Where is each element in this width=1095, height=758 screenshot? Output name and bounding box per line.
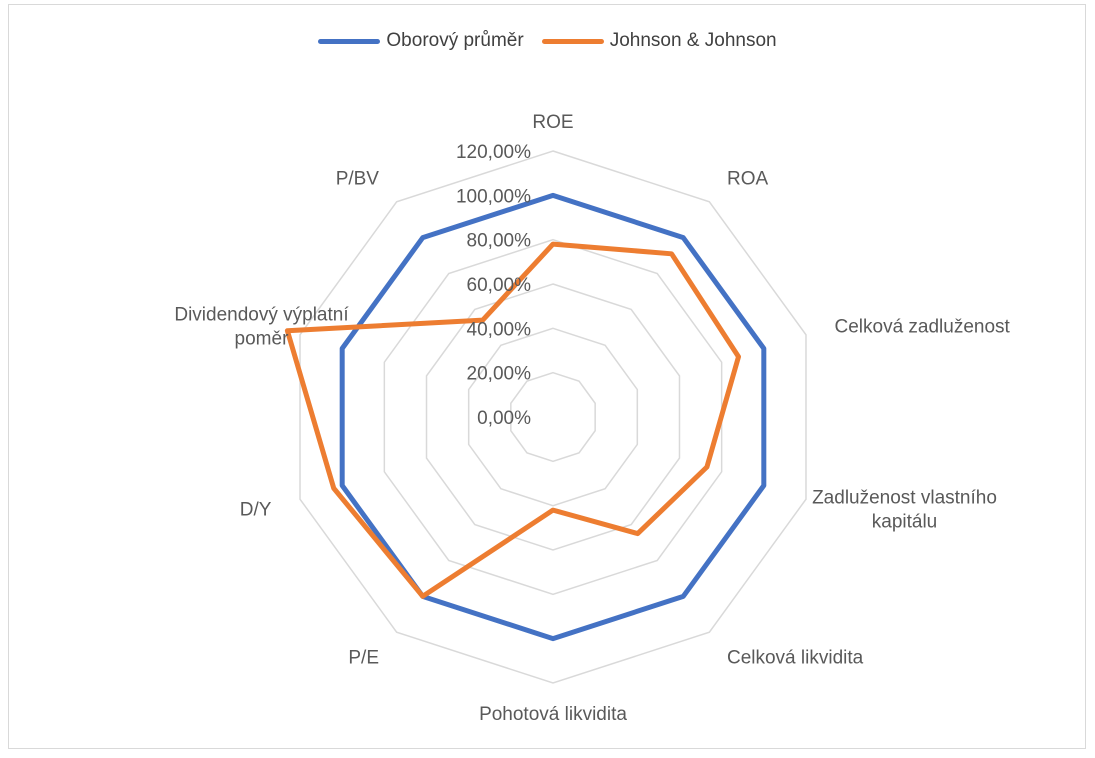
series-line-1 [284, 241, 742, 599]
series-line-0 [339, 192, 767, 642]
tick-label: 120,00% [456, 142, 531, 163]
legend-item-johnson: Johnson & Johnson [541, 30, 777, 52]
tick-label: 0,00% [477, 408, 531, 429]
tick-label: 80,00% [467, 231, 532, 252]
grid-ring [467, 327, 639, 507]
category-label: Zadluženost vlastního kapitálu [812, 487, 997, 532]
grid-ring [425, 283, 681, 551]
category-label: ROA [727, 169, 769, 190]
category-label: P/BV [336, 169, 380, 190]
legend: Oborový průměr Johnson & Johnson [0, 30, 1095, 52]
tick-label: 60,00% [467, 275, 532, 296]
tick-label: 100,00% [456, 186, 531, 207]
legend-label: Johnson & Johnson [609, 30, 777, 51]
tick-label: 20,00% [467, 364, 532, 385]
grid-ring [299, 150, 807, 684]
grid-ring [383, 238, 723, 596]
legend-swatch-orange [541, 38, 604, 44]
tick-label: 40,00% [467, 319, 532, 340]
category-label: Pohotová likvidita [479, 704, 627, 725]
category-label: P/E [348, 647, 379, 668]
category-label: Celková likvidita [727, 647, 864, 668]
legend-item-industry-average: Oborový průměr [318, 30, 524, 52]
grid-ring [510, 371, 596, 463]
category-label: ROE [532, 112, 573, 133]
chart-frame [8, 4, 1086, 749]
category-label: D/Y [240, 499, 272, 520]
legend-label: Oborový průměr [386, 30, 524, 51]
category-label: Celková zadluženost [835, 317, 1011, 338]
category-label: Dividendový výplatní poměr [174, 305, 349, 350]
legend-swatch-blue [318, 38, 381, 44]
